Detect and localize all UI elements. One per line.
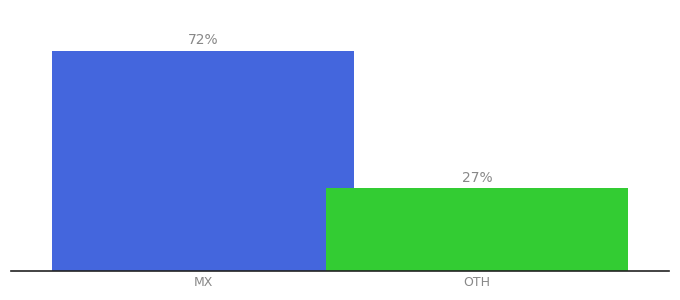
Bar — [326, 188, 628, 271]
Text: 27%: 27% — [462, 171, 492, 185]
Bar — [52, 51, 354, 271]
Text: 72%: 72% — [188, 33, 218, 47]
